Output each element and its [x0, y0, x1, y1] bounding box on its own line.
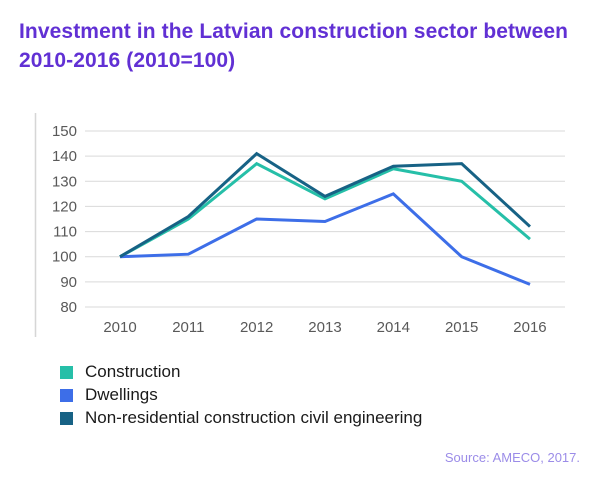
legend-label-non-residential: Non-residential construction civil engin…: [85, 408, 423, 427]
line-chart: 150 140 130 120 110 100 90 80 2010 2011 2012 2013 20…: [34, 113, 565, 337]
legend-item-construction: Construction: [60, 362, 422, 381]
source-caption: Source: AMECO, 2017.: [444, 450, 580, 465]
legend-label-construction: Construction: [85, 362, 181, 381]
series-line-non-residential: [119, 151, 531, 259]
x-axis-tick-label: 2011: [172, 319, 204, 336]
x-axis-tick-label: 2010: [103, 319, 136, 336]
y-axis-tick-label: 90: [60, 274, 77, 291]
x-axis-tick-label: 2015: [445, 319, 478, 336]
legend-item-dwellings: Dwellings: [60, 385, 422, 404]
x-axis-tick-label: 2016: [513, 319, 546, 336]
legend-swatch-dwellings-icon: [60, 388, 73, 402]
y-axis-tick-label: 150: [52, 123, 77, 140]
legend-swatch-non-residential-icon: [60, 411, 73, 425]
y-axis-tick-label: 80: [60, 299, 77, 316]
x-axis-tick-label: 2012: [240, 319, 273, 336]
y-axis-tick-label: 110: [53, 224, 77, 241]
legend: Construction Dwellings Non-residential c…: [60, 362, 423, 427]
legend-label-dwellings: Dwellings: [85, 385, 158, 404]
x-axis-tick-label: 2014: [377, 319, 410, 336]
legend-swatch-construction-icon: [60, 365, 73, 379]
series-line-construction: [119, 161, 531, 259]
legend-item-non-residential: Non-residential construction civil engin…: [60, 408, 423, 427]
y-axis-tick-label: 130: [52, 173, 77, 190]
y-axis-tick-label: 120: [52, 198, 77, 215]
y-axis-tick-label: 140: [52, 148, 77, 165]
x-axis-tick-label: 2013: [308, 319, 341, 336]
series-line-dwellings: [119, 192, 531, 286]
chart-title: Investment in the Latvian construction s…: [19, 20, 569, 72]
y-axis-tick-label: 100: [52, 249, 77, 266]
